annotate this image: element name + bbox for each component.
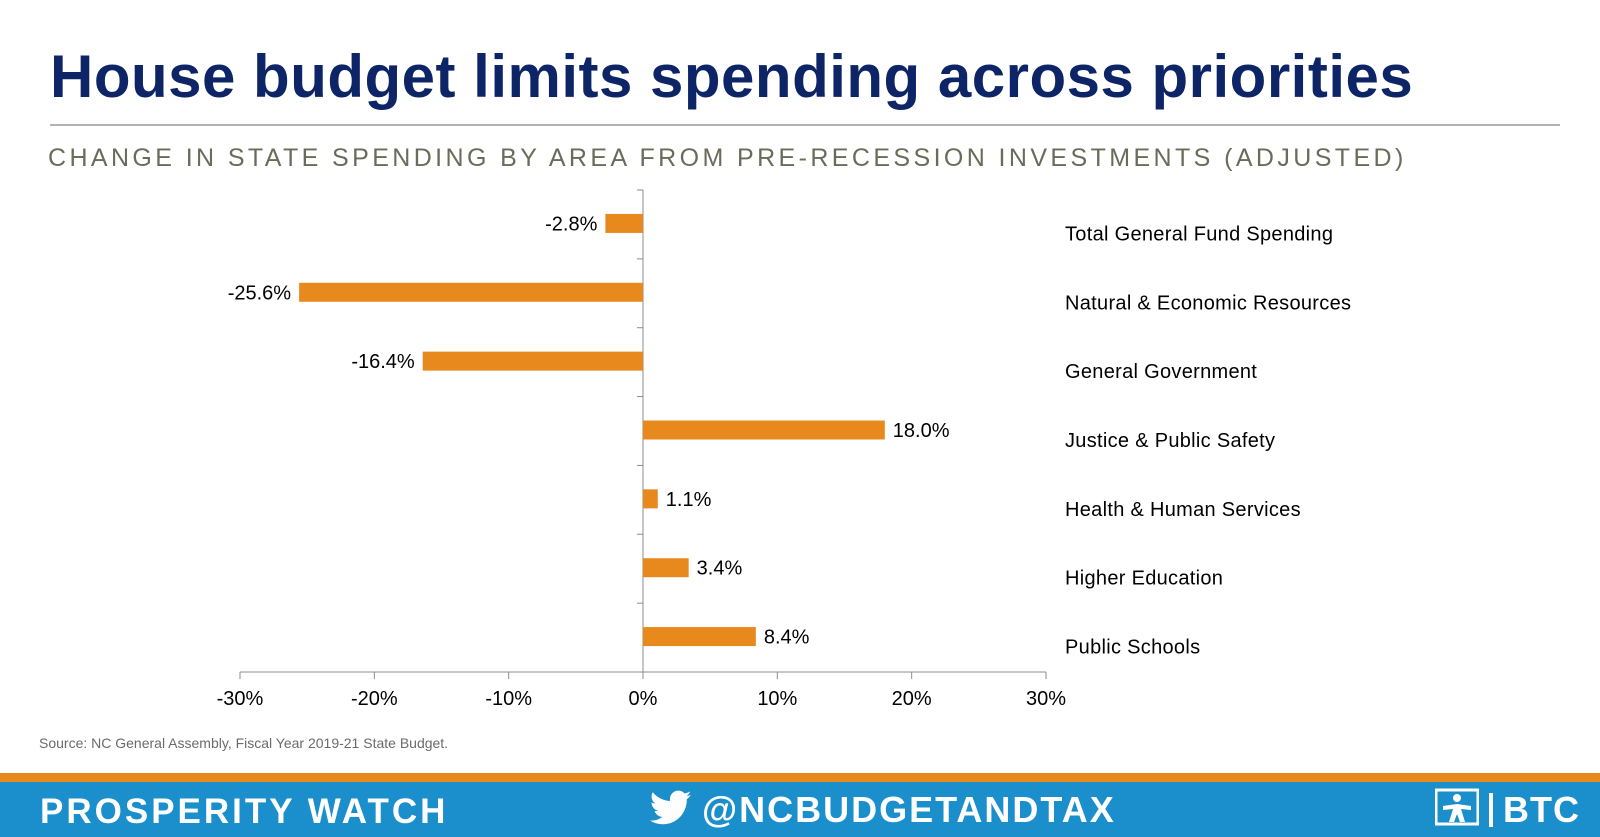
bar [422, 351, 643, 371]
value-label: 1.1% [666, 489, 712, 511]
x-tick-label: 0% [629, 688, 658, 710]
x-tick-label: -30% [217, 688, 264, 710]
x-tick-label: 20% [892, 688, 932, 710]
chart-title: House budget limits spending across prio… [50, 43, 1414, 110]
footer-prosperity-watch: PROSPERITY WATCH [40, 792, 449, 831]
value-label: -16.4% [351, 351, 415, 373]
footer-stripe [0, 773, 1600, 782]
value-label: 8.4% [764, 627, 810, 649]
category-label: Justice & Public Safety [1065, 430, 1275, 452]
footer-bar: PROSPERITY WATCH @NCBUDGETANDTAX BTC [0, 782, 1600, 837]
bar [643, 627, 756, 647]
btc-logo-icon [1434, 788, 1480, 831]
logo-separator [1489, 792, 1493, 827]
twitter-handle: @NCBUDGETANDTAX [702, 789, 1116, 830]
category-label: Total General Fund Spending [1065, 223, 1333, 245]
x-tick-label: -20% [351, 688, 398, 710]
title-divider [50, 124, 1560, 126]
bar [643, 558, 689, 578]
bar [299, 282, 643, 302]
value-label: 3.4% [697, 558, 743, 580]
category-label: Public Schools [1065, 637, 1200, 659]
chart-subtitle: CHANGE IN STATE SPENDING BY AREA FROM PR… [48, 144, 1407, 172]
bar [605, 213, 643, 233]
category-label: Higher Education [1065, 568, 1223, 590]
bar [643, 420, 885, 440]
source-note: Source: NC General Assembly, Fiscal Year… [39, 735, 449, 751]
x-tick-label: -10% [485, 688, 532, 710]
value-label: -25.6% [228, 282, 292, 304]
category-label: Health & Human Services [1065, 499, 1301, 521]
footer-logo: BTC [1434, 788, 1580, 831]
category-label: General Government [1065, 361, 1257, 383]
x-tick-label: 10% [757, 688, 797, 710]
x-tick-label: 30% [1026, 688, 1066, 710]
footer-twitter[interactable]: @NCBUDGETANDTAX [649, 789, 1116, 831]
btc-brand: BTC [1503, 788, 1580, 830]
value-label: 18.0% [893, 420, 950, 442]
bar-chart: -30% -20% -10% 0% 10% 20% 30% -2.8% Total Genera… [217, 189, 1351, 710]
twitter-bird-icon [649, 790, 692, 831]
value-label: -2.8% [545, 213, 597, 235]
bar [643, 489, 658, 509]
category-label: Natural & Economic Resources [1065, 292, 1351, 314]
